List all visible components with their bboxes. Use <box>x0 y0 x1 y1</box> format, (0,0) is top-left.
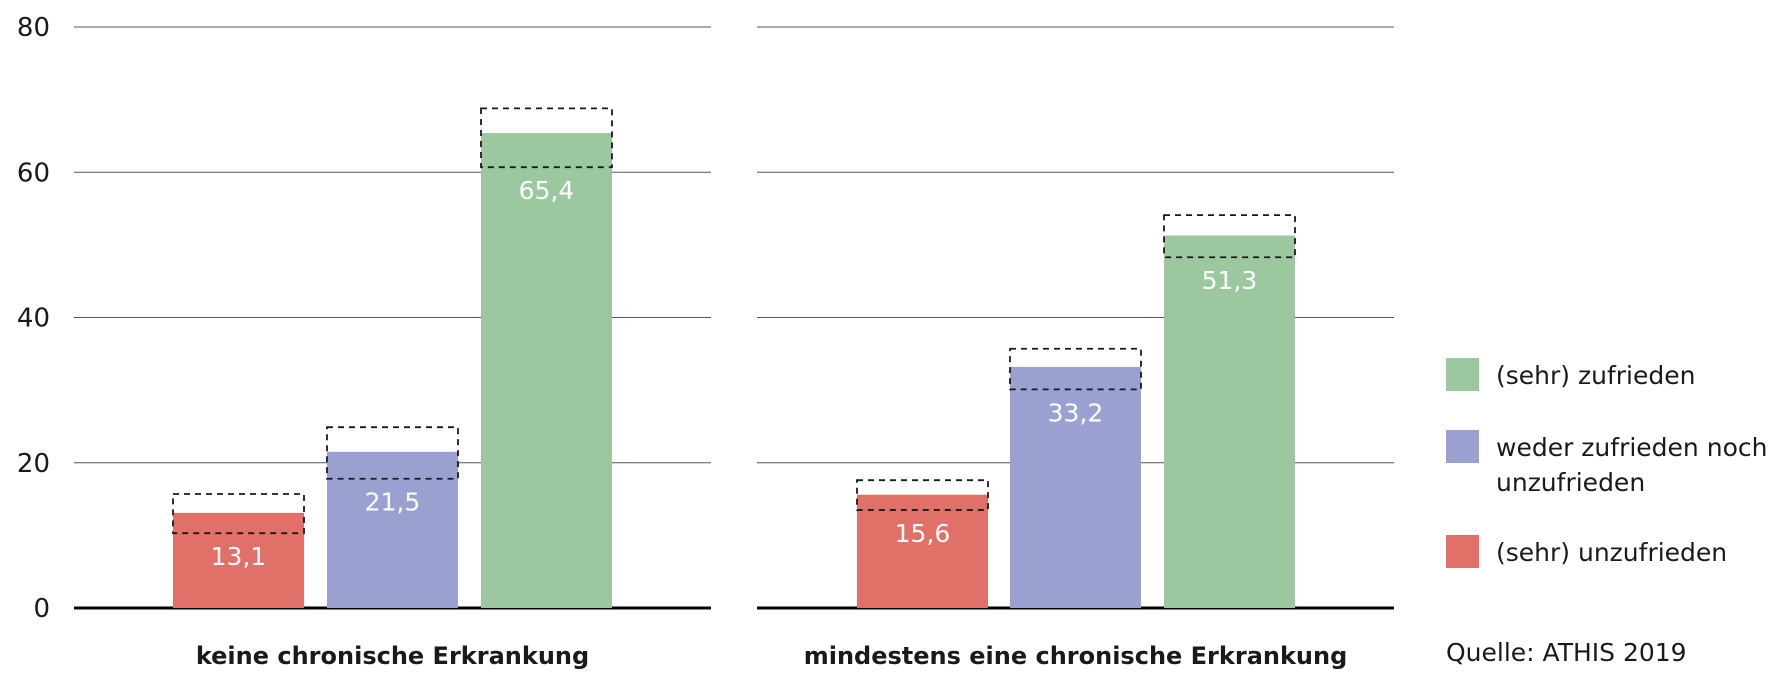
confidence-interval-box <box>856 479 989 511</box>
bar <box>1010 366 1141 608</box>
category-label: mindestens eine chronische Erkrankung <box>804 642 1348 670</box>
legend-swatch <box>1446 358 1479 391</box>
bars: 13,1 15,6 21,5 33,2 65,4 51,3 <box>172 107 1296 608</box>
bar-value-label: 13,1 <box>211 542 267 571</box>
category-labels: keine chronische Erkrankung mindestens ei… <box>196 642 1347 670</box>
bar-value-label: 65,4 <box>519 176 575 205</box>
bar-value-label: 15,6 <box>895 519 951 548</box>
y-tick-label: 40 <box>17 304 50 334</box>
bar <box>1164 235 1295 608</box>
y-axis-ticks: 0 20 40 60 80 <box>17 13 50 624</box>
bar-value-label: 33,2 <box>1048 398 1104 427</box>
y-tick-label: 80 <box>17 13 50 43</box>
category-label: keine chronische Erkrankung <box>196 642 589 670</box>
legend-label: unzufrieden <box>1496 468 1645 497</box>
legend-label: (sehr) unzufrieden <box>1496 538 1727 567</box>
confidence-interval-box <box>480 107 613 169</box>
confidence-interval-box <box>1009 347 1142 391</box>
bar <box>857 494 988 608</box>
bar-value-label: 21,5 <box>365 488 421 517</box>
bar <box>327 451 458 608</box>
source-note: Quelle: ATHIS 2019 <box>1446 638 1687 667</box>
legend-swatch <box>1446 535 1479 568</box>
legend-label: weder zufrieden noch <box>1496 433 1767 462</box>
bar <box>173 512 304 608</box>
confidence-interval-box <box>326 426 459 480</box>
legend-swatch <box>1446 430 1479 463</box>
y-tick-label: 60 <box>17 158 50 188</box>
y-tick-label: 0 <box>33 594 50 624</box>
bar <box>481 133 612 608</box>
confidence-interval-box <box>172 493 305 535</box>
bar-value-label: 51,3 <box>1202 266 1258 295</box>
legend-label: (sehr) zufrieden <box>1496 361 1695 390</box>
legend: (sehr) zufrieden weder zufrieden noch unzu… <box>1446 358 1767 568</box>
y-tick-label: 20 <box>17 449 50 479</box>
